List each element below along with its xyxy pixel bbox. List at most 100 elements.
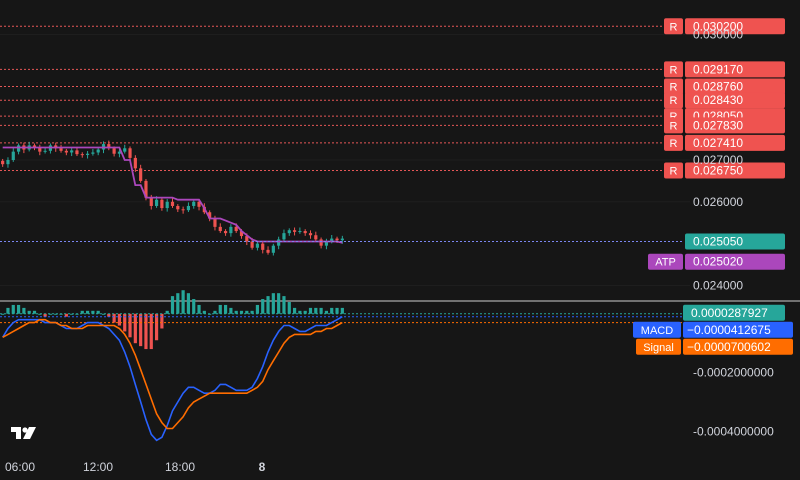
macd-histogram-bar[interactable] [96,310,100,314]
macd-histogram-bar[interactable] [32,310,37,314]
candle-body[interactable] [287,230,291,234]
macd-histogram-bar[interactable] [85,310,90,314]
macd-histogram-bar[interactable] [160,313,164,329]
candle-body[interactable] [107,144,111,149]
candle-body[interactable] [170,201,175,206]
macd-histogram-bar[interactable] [128,313,132,338]
candle-body[interactable] [192,201,196,206]
macd-histogram-bar[interactable] [335,307,339,314]
macd-histogram-bar[interactable] [218,304,222,314]
macd-histogram-bar[interactable] [112,313,116,323]
macd-histogram-bar[interactable] [292,307,297,314]
candle-body[interactable] [319,239,323,246]
candle-body[interactable] [223,231,228,234]
macd-histogram-bar[interactable] [234,310,238,314]
candle-body[interactable] [340,238,344,241]
candle-body[interactable] [11,151,15,160]
candle-body[interactable] [6,160,10,165]
candle-body[interactable] [149,197,153,206]
macd-histogram-bar[interactable] [38,313,42,315]
candle-body[interactable] [144,180,148,198]
macd-histogram-bar[interactable] [340,307,344,314]
macd-histogram-bar[interactable] [27,310,31,314]
macd-histogram-bar[interactable] [70,313,74,315]
macd-histogram-bar[interactable] [101,313,106,315]
candle-body[interactable] [154,199,159,206]
macd-histogram-bar[interactable] [11,304,15,314]
candle-body[interactable] [32,145,37,148]
macd-histogram-bar[interactable] [197,304,201,314]
macd-histogram-bar[interactable] [261,299,265,314]
macd-histogram-bar[interactable] [16,304,21,314]
candle-body[interactable] [330,238,334,242]
macd-histogram-bar[interactable] [139,313,143,347]
macd-histogram-bar[interactable] [277,293,281,314]
macd-histogram-bar[interactable] [170,296,175,314]
candle-body[interactable] [128,148,132,158]
candle-body[interactable] [96,149,100,153]
macd-histogram-bar[interactable] [186,293,191,314]
macd-name-badge[interactable] [633,321,681,338]
macd-histogram-bar[interactable] [144,313,148,350]
candle-body[interactable] [229,226,233,234]
candle-body[interactable] [165,201,169,209]
macd-histogram-bar[interactable] [133,313,137,344]
macd-histogram-bar[interactable] [176,293,180,314]
candle-body[interactable] [59,148,63,151]
candle-body[interactable] [218,226,222,232]
candle-body[interactable] [335,238,339,241]
macd-histogram-bar[interactable] [149,313,153,350]
macd-histogram-bar[interactable] [192,299,196,314]
macd-histogram-bar[interactable] [1,313,5,315]
candle-body[interactable] [250,241,254,248]
candle-body[interactable] [160,199,164,209]
macd-histogram-bar[interactable] [229,307,233,314]
candle-body[interactable] [64,150,68,153]
candle-body[interactable] [1,160,5,165]
candle-body[interactable] [266,249,270,253]
candle-body[interactable] [213,218,217,227]
candle-body[interactable] [123,148,127,152]
candle-body[interactable] [314,235,318,240]
candle-body[interactable] [271,245,275,253]
candle-body[interactable] [324,241,329,246]
macd-histogram-bar[interactable] [255,304,260,314]
candle-body[interactable] [75,150,79,155]
candle-body[interactable] [197,201,201,207]
candle-body[interactable] [117,151,122,154]
macd-histogram-bar[interactable] [266,296,270,314]
candle-body[interactable] [255,243,260,248]
candle-body[interactable] [181,209,185,211]
macd-histogram-bar[interactable] [117,313,122,326]
macd-histogram-bar[interactable] [282,296,286,314]
macd-histogram-bar[interactable] [54,313,58,315]
atp-name-badge[interactable] [648,253,683,270]
macd-histogram-bar[interactable] [303,310,307,314]
signal-name-badge[interactable] [636,338,681,355]
candle-body[interactable] [308,233,313,236]
candle-body[interactable] [139,168,143,181]
macd-histogram-bar[interactable] [165,310,169,314]
macd-histogram-bar[interactable] [64,313,68,317]
macd-histogram-bar[interactable] [43,313,47,317]
candle-body[interactable] [91,152,95,154]
resistance-tag-badge[interactable] [664,117,683,134]
macd-histogram-bar[interactable] [319,307,323,314]
macd-histogram-bar[interactable] [298,310,302,314]
macd-histogram-bar[interactable] [250,310,254,314]
resistance-tag-badge[interactable] [664,134,683,151]
candle-body[interactable] [80,154,84,156]
macd-histogram-bar[interactable] [314,307,318,314]
macd-histogram-bar[interactable] [80,310,84,314]
macd-histogram-bar[interactable] [202,310,206,314]
resistance-tag-badge[interactable] [664,162,683,179]
macd-histogram-bar[interactable] [287,302,291,314]
candle-body[interactable] [112,148,116,154]
candle-body[interactable] [261,243,265,250]
macd-histogram-bar[interactable] [91,310,95,314]
candle-body[interactable] [133,157,137,169]
resistance-tag-badge[interactable] [664,18,683,35]
candle-body[interactable] [43,150,47,152]
candle-body[interactable] [245,236,249,242]
candle-body[interactable] [234,226,238,232]
